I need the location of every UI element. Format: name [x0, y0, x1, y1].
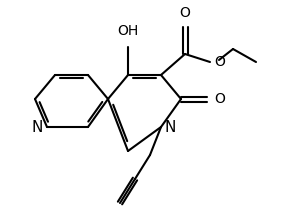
Text: N: N	[32, 120, 43, 135]
Text: N: N	[164, 120, 175, 135]
Text: O: O	[214, 55, 225, 69]
Text: OH: OH	[117, 24, 139, 38]
Text: O: O	[214, 92, 225, 106]
Text: O: O	[180, 6, 190, 20]
